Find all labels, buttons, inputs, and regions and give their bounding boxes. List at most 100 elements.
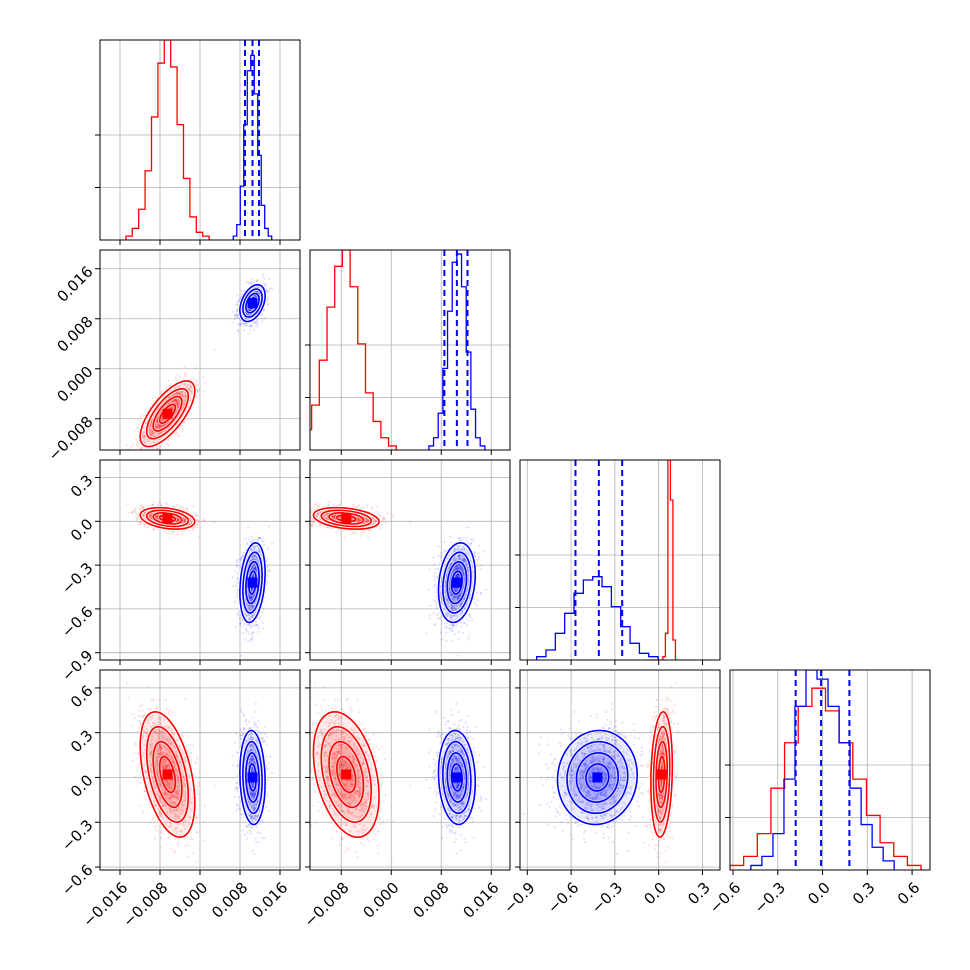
sample-point (213, 348, 216, 351)
sample-point (236, 577, 239, 580)
sample-point (167, 438, 170, 442)
sample-point (162, 424, 166, 427)
sample-point (143, 434, 146, 437)
sample-point (156, 425, 159, 429)
sample-point (140, 415, 143, 418)
sample-point (158, 425, 161, 428)
sample-point (236, 301, 239, 304)
sample-point (144, 526, 147, 529)
sample-point (189, 389, 193, 393)
sample-point (250, 280, 253, 284)
sample-point (141, 433, 144, 436)
sample-point (157, 425, 160, 428)
sample-point (174, 379, 177, 382)
sample-point (164, 385, 168, 388)
sample-point (174, 399, 178, 403)
sample-point (146, 526, 150, 529)
sample-point (235, 313, 238, 316)
sample-point (243, 324, 246, 327)
sample-point (149, 423, 152, 426)
sample-point (266, 303, 269, 307)
sample-point (246, 281, 249, 284)
sample-point (139, 523, 142, 526)
contour-line (139, 380, 196, 448)
sample-point (239, 323, 242, 326)
sample-point (252, 328, 255, 332)
sample-point (263, 277, 266, 280)
sample-point (156, 503, 159, 506)
sample-point (253, 320, 256, 324)
sample-point (184, 396, 187, 399)
sample-point (197, 388, 200, 391)
sample-point (173, 399, 176, 402)
sample-point (177, 392, 180, 395)
sample-point (258, 626, 261, 629)
sample-point (139, 520, 142, 523)
sample-point (202, 517, 205, 520)
sample-point (149, 429, 152, 432)
sample-point (240, 289, 243, 292)
sample-point (132, 461, 134, 463)
sample-point (265, 289, 269, 292)
sample-point (196, 389, 199, 392)
sample-point (150, 433, 153, 436)
sample-point (231, 575, 234, 579)
sample-point (239, 654, 243, 657)
sample-point (184, 373, 187, 376)
sample-point (177, 402, 180, 405)
sample-point (142, 414, 145, 417)
sample-point (177, 393, 181, 396)
panel-frame (309, 249, 511, 451)
sample-point (183, 400, 186, 403)
sample-point (266, 547, 269, 550)
sample-point (167, 532, 170, 535)
sample-point (152, 503, 155, 506)
sample-point (244, 537, 247, 540)
sample-point (263, 284, 266, 287)
sample-point (191, 505, 195, 508)
sample-point (142, 437, 145, 440)
sample-point (256, 323, 259, 327)
sample-point (256, 278, 259, 281)
sample-point (247, 332, 250, 336)
sample-point (236, 323, 240, 326)
sample-point (179, 384, 182, 387)
sample-point (137, 521, 140, 524)
sample-point (150, 432, 153, 435)
density-peak (247, 298, 258, 309)
sample-point (267, 290, 270, 293)
sample-point (181, 506, 184, 509)
sample-point (178, 375, 181, 378)
sample-point (188, 389, 191, 392)
sample-point (247, 282, 250, 285)
sample-point (266, 574, 269, 577)
sample-point (174, 398, 177, 401)
sample-point (253, 280, 256, 283)
sample-point (142, 439, 145, 443)
sample-point (174, 399, 177, 402)
sample-point (250, 625, 253, 628)
sample-point (255, 322, 258, 325)
sample-point (181, 531, 184, 534)
sample-point (143, 440, 147, 443)
density-peak (162, 513, 173, 524)
sample-point (149, 428, 152, 432)
sample-point (158, 426, 161, 429)
sample-point (196, 526, 199, 529)
sample-point (184, 507, 187, 510)
sample-point (146, 439, 149, 442)
sample-point (236, 329, 239, 332)
sample-point (155, 419, 159, 422)
sample-point (155, 426, 159, 429)
sample-point (236, 614, 239, 617)
sample-point (192, 377, 195, 380)
sample-point (148, 440, 151, 443)
sample-point (271, 287, 274, 290)
sample-point (153, 434, 156, 437)
sample-point (175, 399, 178, 403)
sample-point (236, 307, 239, 311)
sample-point (131, 510, 134, 513)
sample-point (136, 518, 139, 521)
sample-point (134, 511, 137, 515)
